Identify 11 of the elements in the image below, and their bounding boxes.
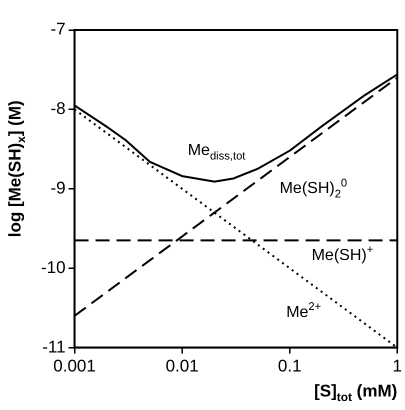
- y-tick-label: -7: [50, 20, 66, 39]
- x-tick-label: 0.001: [53, 356, 96, 376]
- x-tick-label: 0.1: [278, 356, 302, 376]
- y-tick-label: -8: [50, 99, 66, 118]
- y-tick-label: -9: [50, 178, 66, 198]
- x-tick-label: 0.01: [166, 356, 199, 376]
- x-tick-label: 1: [392, 356, 402, 376]
- y-tick-label: -10: [40, 258, 66, 277]
- y-axis-title: log [Me(SH)x] (M): [6, 100, 28, 238]
- series-label: Me(SH)+: [312, 244, 374, 264]
- y-tick-label: -11: [42, 337, 66, 356]
